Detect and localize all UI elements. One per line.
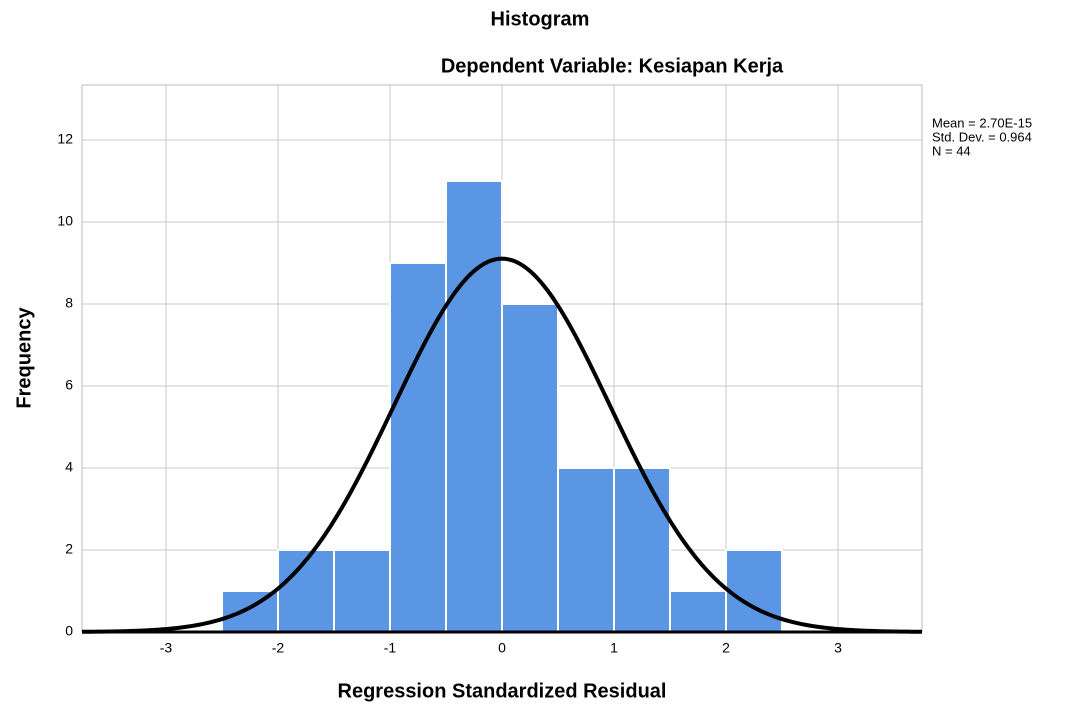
stats-text: N = 44 [932, 143, 971, 158]
bar [445, 179, 503, 633]
bar [557, 466, 615, 633]
x-tick-label: -2 [272, 640, 285, 656]
y-tick-label: 4 [65, 459, 73, 475]
bar [669, 589, 727, 633]
y-tick-label: 0 [65, 623, 73, 639]
x-tick-label: 2 [722, 640, 730, 656]
stats-text: Std. Dev. = 0.964 [932, 129, 1032, 144]
x-tick-label: 0 [498, 640, 506, 656]
x-axis-label: Regression Standardized Residual [338, 680, 667, 702]
y-tick-label: 2 [65, 541, 73, 557]
chart-title: Histogram [491, 8, 590, 30]
x-tick-label: -3 [160, 640, 173, 656]
stats-text: Mean = 2.70E-15 [932, 115, 1032, 130]
y-tick-label: 6 [65, 377, 73, 393]
y-tick-label: 12 [57, 131, 73, 147]
bar [613, 466, 671, 633]
bar [333, 548, 391, 634]
x-tick-label: 1 [610, 640, 618, 656]
x-tick-label: 3 [834, 640, 842, 656]
bar [725, 548, 783, 634]
y-tick-label: 10 [57, 213, 73, 229]
y-tick-label: 8 [65, 295, 73, 311]
normal-curve [81, 256, 923, 634]
chart-subtitle: Dependent Variable: Kesiapan Kerja [441, 55, 784, 77]
bar [501, 302, 559, 633]
x-tick-label: -1 [384, 640, 397, 656]
y-axis-label: Frequency [13, 307, 35, 409]
